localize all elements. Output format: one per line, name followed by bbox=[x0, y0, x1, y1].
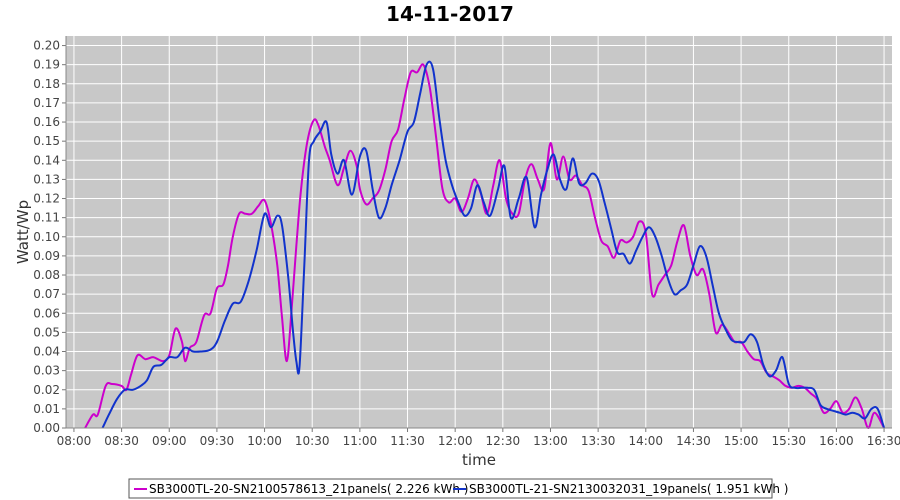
y-tick-label: 0.16 bbox=[33, 115, 60, 129]
y-tick-label: 0.04 bbox=[33, 345, 60, 359]
chart-title: 14-11-2017 bbox=[386, 2, 514, 26]
y-tick-label: 0.07 bbox=[33, 287, 60, 301]
y-axis-label: Watt/Wp bbox=[14, 200, 32, 264]
grid-lines bbox=[66, 36, 892, 429]
x-axis-label: time bbox=[462, 451, 496, 469]
series-line-1 bbox=[84, 63, 885, 430]
y-tick-label: 0.12 bbox=[33, 192, 60, 206]
x-tick-labels: 08:00 08:30 09:00 09:30 10:00 10:30 11:00 11:30… bbox=[57, 434, 900, 448]
x-tick-label: 09:30 bbox=[200, 434, 235, 448]
y-tick-label: 0.10 bbox=[33, 230, 60, 244]
x-tick-label: 12:30 bbox=[486, 434, 521, 448]
x-tick-label: 12:00 bbox=[438, 434, 473, 448]
plot-area bbox=[66, 36, 892, 428]
x-tick-label: 10:30 bbox=[295, 434, 330, 448]
y-tick-label: 0.14 bbox=[33, 153, 60, 167]
series-lines bbox=[84, 60, 886, 430]
y-tick-label: 0.17 bbox=[33, 96, 60, 110]
y-tick-label: 0.06 bbox=[33, 306, 60, 320]
x-tick-label: 09:00 bbox=[152, 434, 187, 448]
x-tick-label: 11:00 bbox=[343, 434, 378, 448]
x-tick-label: 08:00 bbox=[57, 434, 92, 448]
y-tick-labels: 0.00 0.01 0.02 0.03 0.04 0.05 0.06 0.07 0.08 0.09… bbox=[33, 39, 60, 435]
x-tick-label: 10:00 bbox=[247, 434, 282, 448]
x-tick-label: 11:30 bbox=[390, 434, 425, 448]
y-tick-label: 0.00 bbox=[33, 421, 60, 435]
x-tick-label: 13:30 bbox=[581, 434, 616, 448]
x-tick-label: 14:30 bbox=[676, 434, 711, 448]
y-tick-label: 0.19 bbox=[33, 58, 60, 72]
y-tick-label: 0.02 bbox=[33, 383, 60, 397]
y-tick-label: 0.01 bbox=[33, 402, 60, 416]
y-tick-label: 0.15 bbox=[33, 134, 60, 148]
y-tick-label: 0.09 bbox=[33, 249, 60, 263]
legend-label-series-1: SB3000TL-20-SN2100578613_21panels( 2.226… bbox=[149, 482, 468, 496]
series-line-2 bbox=[101, 60, 886, 429]
y-tick-label: 0.08 bbox=[33, 268, 60, 282]
axes bbox=[62, 36, 892, 432]
y-tick-label: 0.18 bbox=[33, 77, 60, 91]
y-tick-label: 0.20 bbox=[33, 39, 60, 53]
x-tick-label: 15:00 bbox=[724, 434, 759, 448]
legend-box bbox=[128, 478, 773, 499]
x-tick-label: 16:00 bbox=[819, 434, 854, 448]
y-tick-label: 0.13 bbox=[33, 172, 60, 186]
legend: SB3000TL-20-SN2100578613_21panels( 2.226… bbox=[128, 478, 788, 499]
x-tick-label: 16:30 bbox=[867, 434, 900, 448]
y-tick-label: 0.03 bbox=[33, 364, 60, 378]
y-tick-label: 0.11 bbox=[33, 211, 60, 225]
y-tick-label: 0.05 bbox=[33, 325, 60, 339]
x-tick-label: 14:00 bbox=[628, 434, 663, 448]
x-tick-label: 08:30 bbox=[104, 434, 139, 448]
x-tick-label: 15:30 bbox=[771, 434, 806, 448]
legend-label-series-2: SB3000TL-21-SN2130032031_19panels( 1.951… bbox=[469, 482, 788, 496]
x-tick-label: 13:00 bbox=[533, 434, 568, 448]
